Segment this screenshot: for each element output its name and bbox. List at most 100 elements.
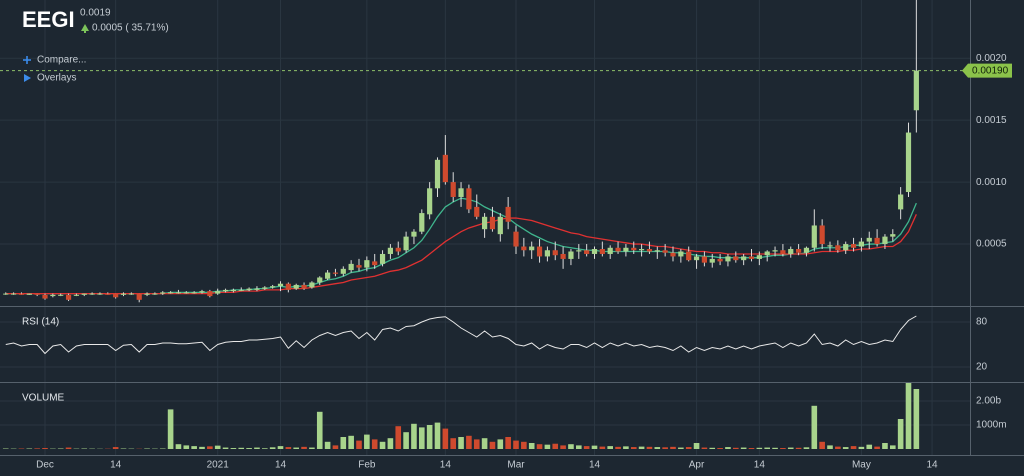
- volume-bar: [262, 448, 268, 449]
- candle-body: [293, 284, 299, 289]
- volume-bar: [277, 446, 284, 449]
- candle-body: [411, 231, 417, 237]
- candle-body: [50, 294, 56, 297]
- volume-bar: [866, 444, 873, 449]
- candle-body: [772, 250, 778, 252]
- candle-body: [301, 284, 307, 289]
- candle-body: [65, 294, 72, 300]
- triangle-icon: [24, 74, 31, 82]
- candle-body: [811, 225, 817, 248]
- volume-bar: [795, 447, 802, 449]
- volume-bar: [497, 439, 504, 449]
- volume-bar: [662, 447, 668, 449]
- candle-body: [513, 231, 519, 247]
- candle-body: [113, 293, 119, 298]
- candle-body: [317, 277, 323, 283]
- volume-bar: [685, 447, 692, 449]
- last-price-label: 0.00190: [972, 65, 1009, 76]
- candle-body: [364, 260, 370, 268]
- rsi-pane: [5, 315, 917, 355]
- overlays-label[interactable]: Overlays: [37, 73, 76, 84]
- candle-body: [905, 132, 912, 193]
- candle-body: [419, 213, 425, 232]
- volume-bar: [599, 446, 606, 449]
- volume-bar: [332, 445, 339, 449]
- candle-body: [207, 291, 213, 297]
- candle-body: [340, 268, 346, 274]
- candle-body: [709, 258, 715, 263]
- volume-bar: [183, 445, 190, 449]
- candle-body: [474, 206, 480, 217]
- volume-bar: [246, 448, 252, 449]
- volume-bar: [191, 446, 197, 449]
- candle-body: [552, 250, 558, 256]
- candle-body: [230, 289, 236, 292]
- candle-body: [639, 249, 645, 251]
- volume-bar: [615, 446, 621, 449]
- up-arrow-icon: [84, 29, 86, 33]
- candle-body: [434, 159, 441, 189]
- volume-bar: [654, 447, 661, 449]
- volume-bar: [395, 426, 402, 449]
- candle-body: [913, 70, 919, 111]
- volume-bar: [709, 447, 716, 449]
- volume-bar: [207, 446, 213, 449]
- candle-body: [544, 250, 550, 257]
- compare-button[interactable]: Compare...: [23, 55, 86, 66]
- candle-body: [803, 247, 810, 253]
- volume-bar: [175, 444, 182, 449]
- price-pane: [3, 0, 919, 303]
- candle-body: [874, 237, 880, 245]
- volume-bar: [725, 447, 731, 449]
- candle-body: [325, 272, 331, 279]
- volume-bar: [740, 447, 747, 449]
- candle-body: [890, 234, 896, 237]
- candle-body: [332, 272, 339, 274]
- volume-bar: [583, 446, 590, 449]
- volume-bar: [473, 439, 480, 449]
- compare-label[interactable]: Compare...: [37, 55, 86, 66]
- volume-bar: [544, 444, 551, 449]
- candle-body: [89, 293, 95, 295]
- candle-body: [285, 283, 291, 290]
- candle-body: [136, 293, 142, 300]
- candle-body: [73, 294, 79, 296]
- candle-body: [615, 247, 621, 252]
- volume-bar: [748, 448, 755, 449]
- up-arrow-icon: [81, 24, 89, 31]
- x-tick-label: Mar: [507, 460, 525, 471]
- candle-body: [246, 288, 252, 290]
- candle-body: [175, 292, 182, 294]
- candle-body: [835, 245, 841, 251]
- x-tick-label: Apr: [689, 460, 705, 471]
- volume-bar: [324, 441, 331, 449]
- volume-bar: [199, 446, 205, 449]
- candle-body: [191, 292, 197, 294]
- candle-body: [686, 251, 692, 261]
- y-tick-label: 0.0010: [976, 177, 1007, 188]
- volume-bar: [458, 437, 464, 449]
- candle-body: [466, 188, 472, 210]
- volume-pane: [2, 383, 920, 449]
- volume-bar: [842, 447, 849, 449]
- overlays-button[interactable]: Overlays: [24, 73, 76, 84]
- volume-bar: [756, 447, 763, 449]
- candle-body: [584, 250, 590, 254]
- candle-body: [34, 293, 40, 295]
- volume-bar: [897, 419, 904, 449]
- candle-body: [670, 252, 676, 257]
- x-tick-label: 14: [926, 460, 938, 471]
- candle-body: [270, 286, 276, 288]
- volume-bar: [230, 448, 237, 449]
- pane-title: RSI (14): [22, 317, 59, 328]
- volume-bar: [387, 438, 394, 449]
- candle-body: [536, 246, 543, 257]
- rsi-line: [5, 315, 917, 355]
- candle-body: [607, 247, 613, 254]
- y-tick-label: 0.0020: [976, 53, 1007, 64]
- volume-bar: [42, 448, 48, 449]
- volume-bar: [850, 446, 857, 449]
- candle-body: [489, 216, 496, 230]
- candle-body: [254, 288, 260, 290]
